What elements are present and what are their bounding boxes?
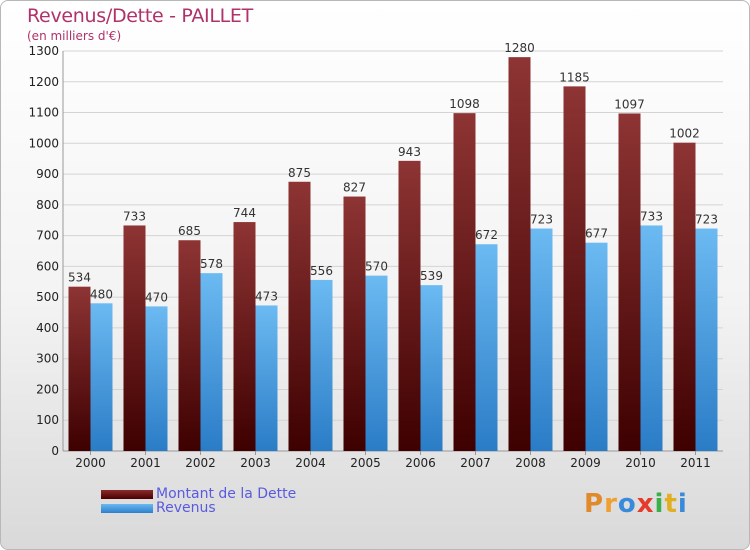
- bar-dette-2003: [233, 222, 256, 451]
- y-tick-label: 900: [36, 167, 59, 181]
- bar-revenus-2004: [310, 279, 333, 451]
- y-axis-ticks: 0 100 200 300 400 500 600 700 800 900 1000 1100 1200…: [28, 44, 59, 458]
- grid-lines: [62, 50, 723, 452]
- data-label-dette-2006: 943: [398, 145, 421, 159]
- bar-dette-2007: [453, 113, 476, 452]
- bar-revenus-2006: [420, 285, 443, 451]
- data-label-dette-2008: 1280: [504, 41, 535, 55]
- x-tick-label: 2007: [460, 456, 491, 470]
- bars: [68, 57, 718, 452]
- logo-letter: o: [617, 489, 637, 519]
- data-label-revenus-2010: 733: [640, 209, 663, 223]
- bar-revenus-2007: [475, 244, 498, 451]
- x-tick-label: 2011: [680, 456, 711, 470]
- data-label-revenus-2005: 570: [365, 260, 388, 274]
- y-tick-label: 1300: [28, 44, 59, 58]
- logo-letter: x: [636, 489, 655, 519]
- logo-letter: t: [664, 489, 678, 519]
- y-tick-label: 0: [51, 444, 59, 458]
- y-tick-label: 200: [36, 382, 59, 396]
- bar-dette-2010: [618, 113, 641, 451]
- data-label-revenus-2006: 539: [420, 269, 443, 283]
- legend-item-revenus: Revenus: [101, 500, 296, 516]
- bar-dette-2004: [288, 181, 311, 451]
- y-tick-label: 1100: [28, 106, 59, 120]
- legend-swatch-revenus: [101, 503, 153, 513]
- bar-revenus-2010: [640, 225, 663, 451]
- bar-dette-2008: [508, 57, 531, 452]
- legend-swatch-debt: [101, 489, 153, 499]
- proxiti-logo: Proxiti: [584, 489, 688, 519]
- x-tick-label: 2004: [295, 456, 326, 470]
- bar-revenus-2000: [90, 303, 113, 451]
- bar-dette-2002: [178, 240, 201, 451]
- data-label-revenus-2008: 723: [530, 213, 553, 227]
- data-label-dette-2005: 827: [343, 181, 366, 195]
- data-label-dette-2000: 534: [68, 271, 91, 285]
- bar-revenus-2005: [365, 275, 388, 451]
- x-tick-label: 2010: [625, 456, 656, 470]
- x-tick-label: 2002: [185, 456, 216, 470]
- chart-title: Revenus/Dette - PAILLET: [27, 5, 253, 27]
- data-label-revenus-2003: 473: [255, 289, 278, 303]
- chart-subtitle: (en milliers d'€): [27, 29, 122, 43]
- data-label-dette-2007: 1098: [449, 97, 480, 111]
- data-label-revenus-2001: 470: [145, 290, 168, 304]
- y-tick-label: 100: [36, 413, 59, 427]
- logo-letter: r: [604, 489, 618, 519]
- y-tick-label: 600: [36, 259, 59, 273]
- legend-item-debt: Montant de la Dette: [101, 486, 297, 502]
- logo-letter: i: [654, 489, 665, 519]
- data-label-dette-2001: 733: [123, 209, 146, 223]
- data-label-dette-2009: 1185: [559, 70, 590, 84]
- bar-dette-2006: [398, 160, 421, 451]
- x-tick-label: 2009: [570, 456, 601, 470]
- data-label-revenus-2004: 556: [310, 264, 333, 278]
- data-label-dette-2004: 875: [288, 166, 311, 180]
- y-tick-label: 1000: [28, 136, 59, 150]
- bar-dette-2011: [673, 142, 696, 451]
- x-tick-label: 2006: [405, 456, 436, 470]
- bar-revenus-2009: [585, 242, 608, 451]
- data-label-revenus-2011: 723: [695, 213, 718, 227]
- data-labels: 534 480 733 470 685 578 744 473 875 556 827 570 943 5…: [68, 41, 718, 304]
- y-tick-label: 500: [36, 290, 59, 304]
- logo-letter: i: [677, 489, 688, 519]
- bar-revenus-2003: [255, 305, 278, 451]
- x-tick-label: 2008: [515, 456, 546, 470]
- y-tick-label: 800: [36, 198, 59, 212]
- x-tick-label: 2003: [240, 456, 271, 470]
- data-label-revenus-2002: 578: [200, 257, 223, 271]
- x-tick-label: 2001: [130, 456, 161, 470]
- y-tick-label: 300: [36, 352, 59, 366]
- data-label-revenus-2007: 672: [475, 228, 498, 242]
- y-tick-label: 1200: [28, 75, 59, 89]
- y-tick-label: 400: [36, 321, 59, 335]
- legend: Montant de la Dette Revenus: [101, 486, 297, 516]
- y-tick-label: 700: [36, 229, 59, 243]
- data-label-dette-2003: 744: [233, 206, 256, 220]
- bar-revenus-2008: [530, 228, 553, 451]
- bar-dette-2001: [123, 225, 146, 451]
- data-label-dette-2011: 1002: [669, 127, 700, 141]
- data-label-dette-2010: 1097: [614, 97, 645, 111]
- bar-revenus-2001: [145, 306, 168, 451]
- data-label-dette-2002: 685: [178, 224, 201, 238]
- data-label-revenus-2000: 480: [90, 287, 113, 301]
- data-label-revenus-2009: 677: [585, 227, 608, 241]
- bar-dette-2000: [68, 286, 91, 451]
- x-tick-label: 2005: [350, 456, 381, 470]
- x-axis-ticks: 2000 2001 2002 2003 2004 2005 2006 2007 2008 2009…: [75, 451, 711, 470]
- bar-revenus-2011: [695, 228, 718, 451]
- logo-letter: P: [584, 489, 605, 519]
- legend-label-revenus: Revenus: [156, 500, 216, 516]
- bar-dette-2009: [563, 86, 586, 451]
- legend-label-debt: Montant de la Dette: [156, 486, 297, 502]
- bar-dette-2005: [343, 196, 366, 451]
- bar-revenus-2002: [200, 273, 223, 451]
- x-tick-label: 2000: [75, 456, 106, 470]
